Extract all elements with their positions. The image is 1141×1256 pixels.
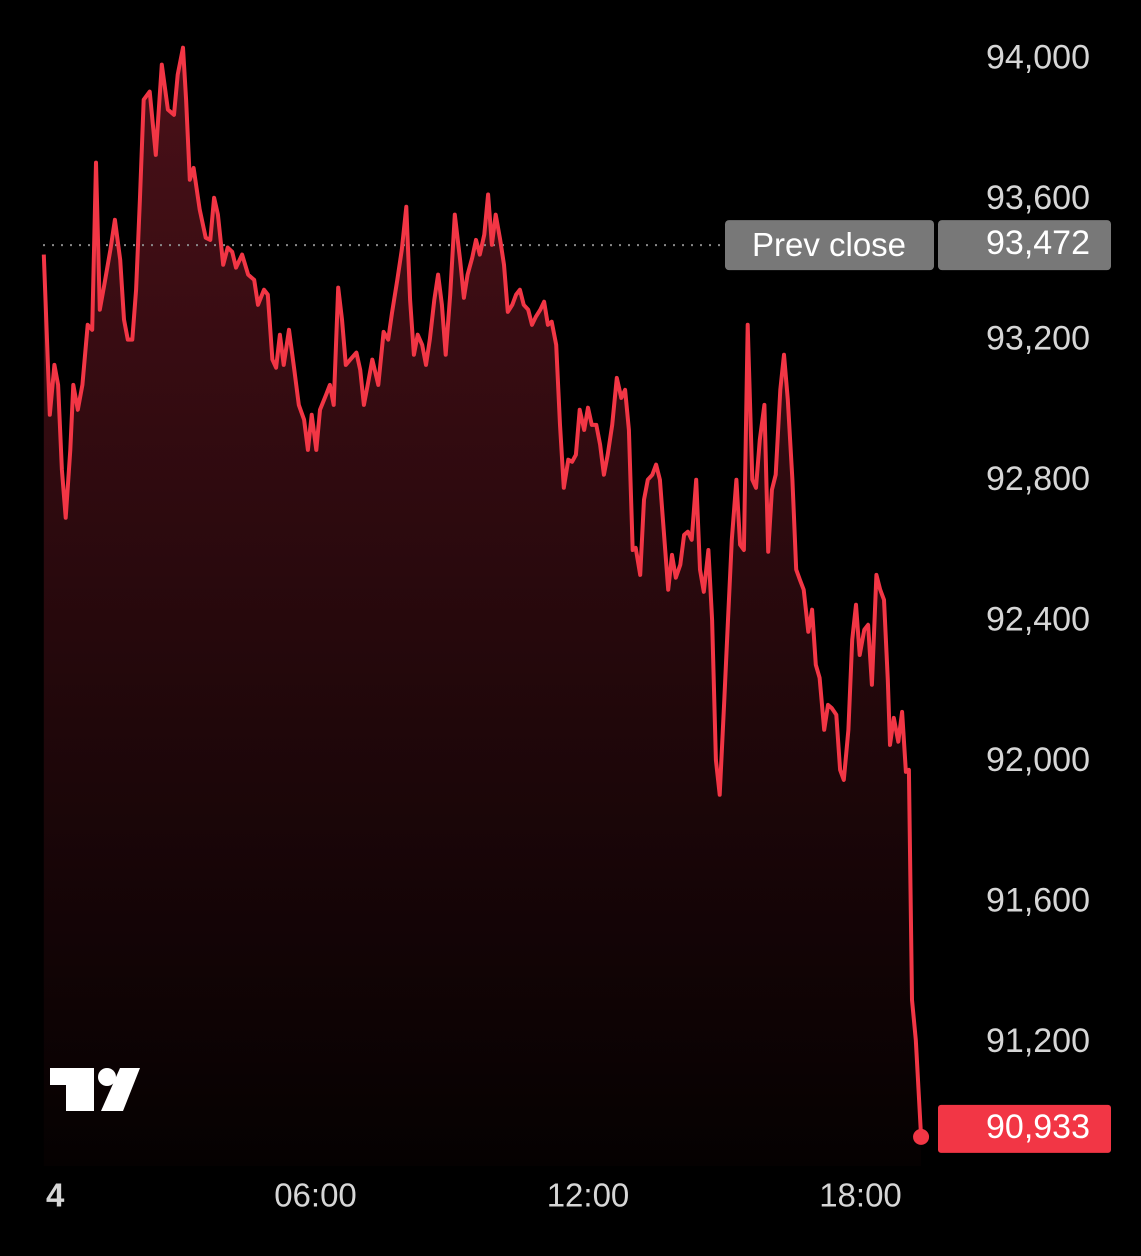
y-tick-label: 94,000	[986, 39, 1090, 77]
prev-close-value: 93,472	[986, 224, 1090, 262]
logo-part	[66, 1068, 94, 1111]
last-point	[913, 1128, 930, 1145]
y-tick-label: 93,200	[986, 320, 1090, 358]
logo-part	[98, 1068, 116, 1086]
x-tick-label: 06:00	[274, 1177, 357, 1214]
y-tick-label: 92,000	[986, 741, 1090, 779]
prev-close-value-box	[938, 220, 1111, 271]
x-tick-label: 4	[46, 1177, 65, 1214]
x-tick-label: 12:00	[547, 1177, 630, 1214]
tradingview-logo	[50, 1068, 140, 1111]
x-tick-label: 18:00	[819, 1177, 902, 1214]
prev-close-name-box	[725, 220, 934, 271]
y-tick-label: 91,200	[986, 1022, 1090, 1060]
prev-close-name: Prev close	[752, 226, 906, 263]
y-tick-label: 92,800	[986, 460, 1090, 498]
y-tick-label: 93,600	[986, 179, 1090, 217]
price-line	[41, 45, 924, 1137]
last-price-box	[938, 1104, 1111, 1153]
logo-part	[101, 1068, 140, 1111]
y-tick-label: 92,400	[986, 601, 1090, 639]
last-price-label: 90,933	[986, 1108, 1090, 1146]
area-fill	[43, 47, 922, 1167]
y-tick-label: 91,600	[986, 882, 1090, 920]
